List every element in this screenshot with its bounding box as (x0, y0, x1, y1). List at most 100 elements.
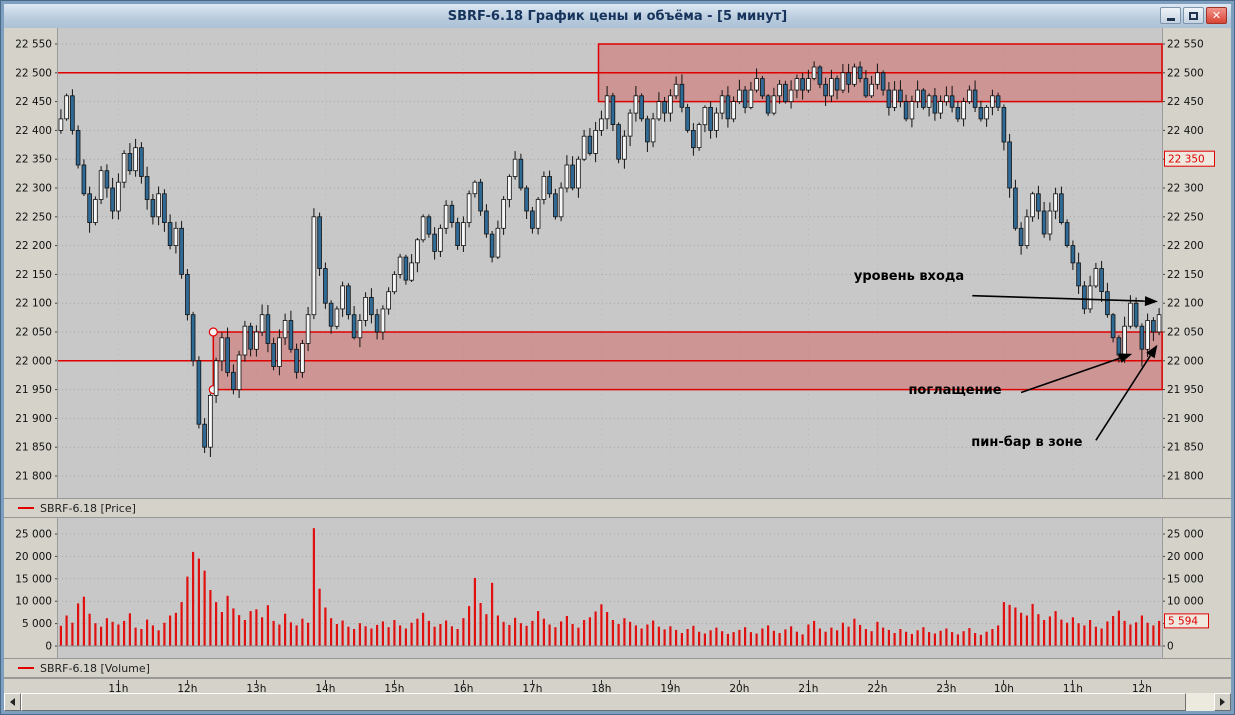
time-tick (186, 680, 188, 684)
close-icon: ✕ (1211, 9, 1222, 22)
svg-text:21 900: 21 900 (1167, 413, 1204, 425)
svg-text:поглащение: поглащение (908, 383, 1001, 398)
svg-text:22 350: 22 350 (15, 154, 52, 166)
volume-bars (59, 528, 1161, 646)
svg-text:22 350: 22 350 (1168, 154, 1205, 166)
time-tick (462, 680, 464, 684)
time-label: 23h (936, 683, 957, 695)
svg-text:5 000: 5 000 (22, 618, 52, 630)
time-label: 16h (453, 683, 474, 695)
svg-text:22 200: 22 200 (1167, 240, 1204, 252)
time-label: 12h (177, 683, 198, 695)
svg-text:22 500: 22 500 (1167, 67, 1204, 79)
svg-text:21 800: 21 800 (1167, 471, 1204, 483)
svg-text:22 150: 22 150 (15, 269, 52, 281)
last-price-marker: 22 350 (1164, 150, 1215, 167)
price-legend: SBRF-6.18 [Price] (4, 498, 1231, 518)
window-title: SBRF-6.18 График цены и объёма - [5 мину… (447, 8, 788, 24)
svg-text:20 000: 20 000 (1167, 551, 1204, 563)
minimize-button[interactable] (1160, 7, 1181, 24)
volume-legend-label: SBRF-6.18 [Volume] (40, 661, 150, 675)
time-label: 15h (384, 683, 405, 695)
price-series-icon (18, 507, 34, 509)
maximize-icon (1189, 11, 1198, 20)
svg-text:10 000: 10 000 (1167, 596, 1204, 608)
zone-handle (208, 327, 218, 337)
time-tick (945, 680, 947, 684)
volume-series-icon (18, 667, 34, 669)
time-tick (393, 680, 395, 684)
svg-text:22 250: 22 250 (15, 211, 52, 223)
close-button[interactable]: ✕ (1206, 7, 1227, 24)
svg-text:22 550: 22 550 (1167, 39, 1204, 51)
svg-text:22 000: 22 000 (15, 355, 52, 367)
svg-text:20 000: 20 000 (15, 551, 52, 563)
volume-plot-bg (58, 518, 1162, 658)
time-tick (1141, 680, 1143, 684)
svg-text:21 850: 21 850 (1167, 442, 1204, 454)
svg-text:22 150: 22 150 (1167, 269, 1204, 281)
candles (58, 61, 1162, 457)
svg-text:21 850: 21 850 (15, 442, 52, 454)
annotation: поглащение (908, 353, 1133, 398)
svg-text:25 000: 25 000 (15, 529, 52, 541)
svg-text:22 200: 22 200 (15, 240, 52, 252)
annotation: уровень входа (854, 269, 1158, 307)
time-tick (807, 680, 809, 684)
scroll-left-icon (10, 698, 15, 706)
time-axis: 11h 12h 13h 14h 15h 16h 17h 18h 19h 20h 21h 22h 23h 1… (4, 678, 1231, 695)
time-label: 11h (108, 683, 129, 695)
time-label: 13h (246, 683, 267, 695)
time-label: 19h (660, 683, 681, 695)
svg-text:22 250: 22 250 (1167, 211, 1204, 223)
scroll-left-button[interactable] (4, 693, 21, 711)
time-label: 22h (867, 683, 888, 695)
svg-text:22 050: 22 050 (15, 327, 52, 339)
svg-text:25 000: 25 000 (1167, 529, 1204, 541)
time-tick (255, 680, 257, 684)
title-bar[interactable]: SBRF-6.18 График цены и объёма - [5 мину… (4, 4, 1231, 29)
time-label: 17h (522, 683, 543, 695)
scroll-right-button[interactable] (1214, 693, 1231, 711)
time-tick (600, 680, 602, 684)
minimize-icon (1166, 18, 1175, 21)
svg-text:22 000: 22 000 (1167, 355, 1204, 367)
window-controls: ✕ (1160, 7, 1227, 24)
last-volume-marker: 5 594 (1164, 613, 1209, 629)
volume-legend: SBRF-6.18 [Volume] (4, 658, 1231, 678)
time-label: 20h (729, 683, 750, 695)
scroll-thumb[interactable] (21, 693, 1186, 711)
svg-text:22 300: 22 300 (1167, 183, 1204, 195)
time-tick (531, 680, 533, 684)
svg-text:22 450: 22 450 (1167, 96, 1204, 108)
svg-text:22 050: 22 050 (1167, 327, 1204, 339)
maximize-button[interactable] (1183, 7, 1204, 24)
svg-text:5 594: 5 594 (1168, 615, 1198, 627)
chart-container: 21 800 21 800 21 850 21 850 21 900 21 900 21 9… (4, 28, 1231, 711)
svg-text:22 400: 22 400 (1167, 125, 1204, 137)
svg-text:22 450: 22 450 (15, 96, 52, 108)
svg-text:10 000: 10 000 (15, 596, 52, 608)
svg-text:0: 0 (45, 641, 52, 653)
svg-text:22 100: 22 100 (1167, 298, 1204, 310)
time-label: 10h (993, 683, 1014, 695)
price-plot-bg (58, 28, 1162, 498)
svg-text:22 300: 22 300 (15, 183, 52, 195)
time-tick (876, 680, 878, 684)
time-label: 18h (591, 683, 612, 695)
svg-text:22 550: 22 550 (15, 39, 52, 51)
time-tick (1072, 680, 1074, 684)
time-tick (669, 680, 671, 684)
svg-text:21 900: 21 900 (15, 413, 52, 425)
time-label: 21h (798, 683, 819, 695)
price-chart[interactable]: 21 800 21 800 21 850 21 850 21 900 21 900 21 9… (4, 28, 1231, 498)
svg-text:уровень входа: уровень входа (854, 269, 964, 284)
scroll-right-icon (1220, 698, 1225, 706)
annotation: пин-бар в зоне (971, 344, 1158, 450)
svg-text:22 100: 22 100 (15, 298, 52, 310)
h-scrollbar[interactable] (4, 693, 1231, 711)
svg-text:21 950: 21 950 (1167, 384, 1204, 396)
svg-text:15 000: 15 000 (1167, 573, 1204, 585)
